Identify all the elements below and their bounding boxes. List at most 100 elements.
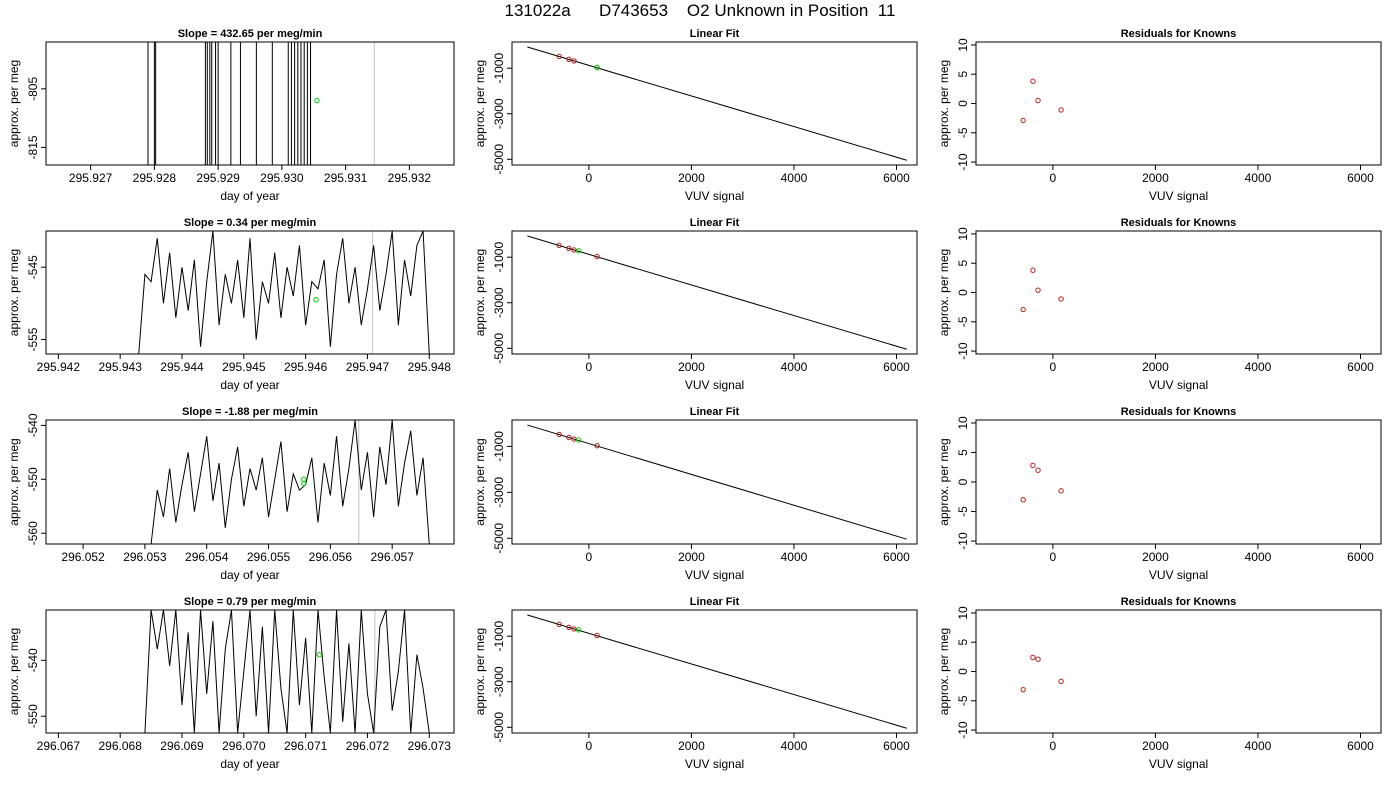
plot-area [1020, 267, 1064, 313]
panel-title: Linear Fit [690, 217, 740, 229]
panel-residuals-3: Residuals for Knowns 0 2000 4000 6000 10 5 0 -5 -… [937, 406, 1382, 582]
x-axis-label: VUV signal [685, 757, 744, 771]
panel-title: Linear Fit [690, 406, 740, 418]
y-tick-label: -10 [956, 153, 970, 171]
x-tick-label: 295.928 [133, 171, 177, 185]
fit-line [527, 235, 907, 350]
x-tick-label: 6000 [883, 171, 910, 185]
y-tick-label: -1000 [492, 53, 506, 84]
y-tick-label: 0 [956, 100, 970, 107]
residual-point [1020, 306, 1026, 313]
x-tick-label: 296.067 [37, 739, 81, 753]
panel-linear-fit-3: Linear Fit 0 2000 4000 6000 -1000 -3000 -5000 VU… [473, 406, 918, 582]
plot-frame [45, 41, 455, 166]
plot-area [144, 610, 430, 733]
x-axis-label: VUV signal [685, 189, 744, 203]
y-tick-label: -5 [956, 127, 970, 138]
y-tick-label: -3000 [492, 477, 506, 508]
plot-frame [975, 419, 1382, 545]
plot-area [150, 420, 430, 544]
x-tick-label: 2000 [678, 739, 705, 753]
known-point [556, 621, 562, 628]
data-series-line [150, 420, 430, 544]
panel-linear-fit-1: Linear Fit 0 2000 4000 6000 -1000 -3000 -5000 VU… [473, 28, 918, 203]
known-point [566, 56, 572, 63]
plot-area [1020, 78, 1064, 124]
y-axis-label: approx. per meg [937, 438, 951, 525]
plot-area [138, 231, 430, 354]
known-point [556, 53, 562, 60]
x-tick-label: 4000 [1245, 360, 1272, 374]
known-point [566, 624, 572, 631]
x-tick-label: 296.052 [61, 550, 105, 564]
residual-point [1058, 107, 1064, 113]
y-axis-label: approx. per meg [937, 628, 951, 715]
y-tick-label: -10 [956, 721, 970, 739]
plot-area [147, 42, 375, 165]
x-tick-label: 295.945 [222, 360, 266, 374]
y-tick-label: -10 [956, 532, 970, 550]
residual-point [1035, 97, 1041, 104]
y-axis-label: approx. per meg [473, 60, 487, 147]
y-tick-label: 0 [956, 289, 970, 296]
x-tick-label: 2000 [1142, 360, 1169, 374]
x-tick-label: 295.932 [388, 171, 432, 185]
unknown-point [316, 652, 322, 658]
y-tick-label: 10 [956, 227, 970, 241]
plot-area [527, 424, 907, 540]
unknown-point [314, 97, 320, 104]
x-tick-label: 4000 [781, 739, 808, 753]
x-tick-label: 4000 [1245, 550, 1272, 564]
plot-frame [511, 609, 918, 734]
unknown-point [575, 627, 582, 633]
y-tick-label: -5 [956, 316, 970, 327]
x-tick-label: 295.930 [260, 171, 304, 185]
plot-frame [511, 419, 918, 545]
y-tick-label: 0 [956, 668, 970, 675]
y-axis-label: approx. per meg [937, 249, 951, 336]
x-axis-label: day of year [220, 189, 279, 203]
x-axis-label: VUV signal [1149, 378, 1208, 392]
panel-title: Linear Fit [690, 28, 740, 40]
panel-title: Residuals for Knowns [1121, 406, 1237, 418]
x-tick-label: 2000 [1142, 739, 1169, 753]
known-point [594, 443, 600, 449]
y-tick-label: -5000 [492, 144, 506, 175]
y-tick-label: -5000 [492, 712, 506, 743]
y-axis-label: approx. per meg [7, 249, 21, 336]
residual-point [1030, 462, 1036, 469]
y-tick-label: -3000 [492, 666, 506, 697]
y-tick-label: 0 [956, 478, 970, 485]
y-tick-label: -5000 [492, 523, 506, 554]
x-axis-label: VUV signal [1149, 189, 1208, 203]
x-tick-label: 296.068 [98, 739, 142, 753]
residual-point [1035, 287, 1041, 293]
x-tick-label: 0 [586, 360, 593, 374]
plot-frame [975, 41, 1382, 166]
residual-point [1020, 686, 1026, 693]
x-tick-label: 295.946 [284, 360, 328, 374]
x-tick-label: 296.073 [408, 739, 452, 753]
y-tick-label: 10 [956, 606, 970, 620]
plot-area [527, 614, 907, 729]
y-axis-label: approx. per meg [7, 438, 21, 525]
x-tick-label: 0 [1050, 739, 1057, 753]
y-tick-label: -815 [26, 135, 40, 159]
x-tick-label: 6000 [883, 550, 910, 564]
fit-line [527, 46, 907, 161]
plot-area [1020, 654, 1064, 693]
x-tick-label: 295.943 [98, 360, 142, 374]
x-tick-label: 2000 [678, 360, 705, 374]
x-tick-label: 296.069 [160, 739, 204, 753]
panel-residuals-4: Residuals for Knowns 0 2000 4000 6000 10 5 0 -5 -… [937, 596, 1382, 771]
known-point [566, 434, 572, 441]
x-tick-label: 295.931 [324, 171, 368, 185]
y-tick-label: 5 [956, 639, 970, 646]
known-point [594, 253, 600, 260]
fit-line [527, 424, 907, 540]
panel-linear-fit-4: Linear Fit 0 2000 4000 6000 -1000 -3000 -5000 VU… [473, 596, 918, 771]
x-tick-label: 4000 [781, 550, 808, 564]
y-tick-label: 10 [956, 38, 970, 52]
